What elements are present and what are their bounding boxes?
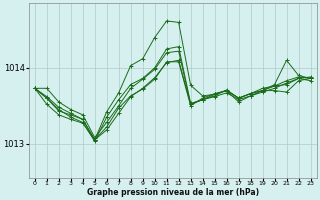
X-axis label: Graphe pression niveau de la mer (hPa): Graphe pression niveau de la mer (hPa) xyxy=(87,188,259,197)
